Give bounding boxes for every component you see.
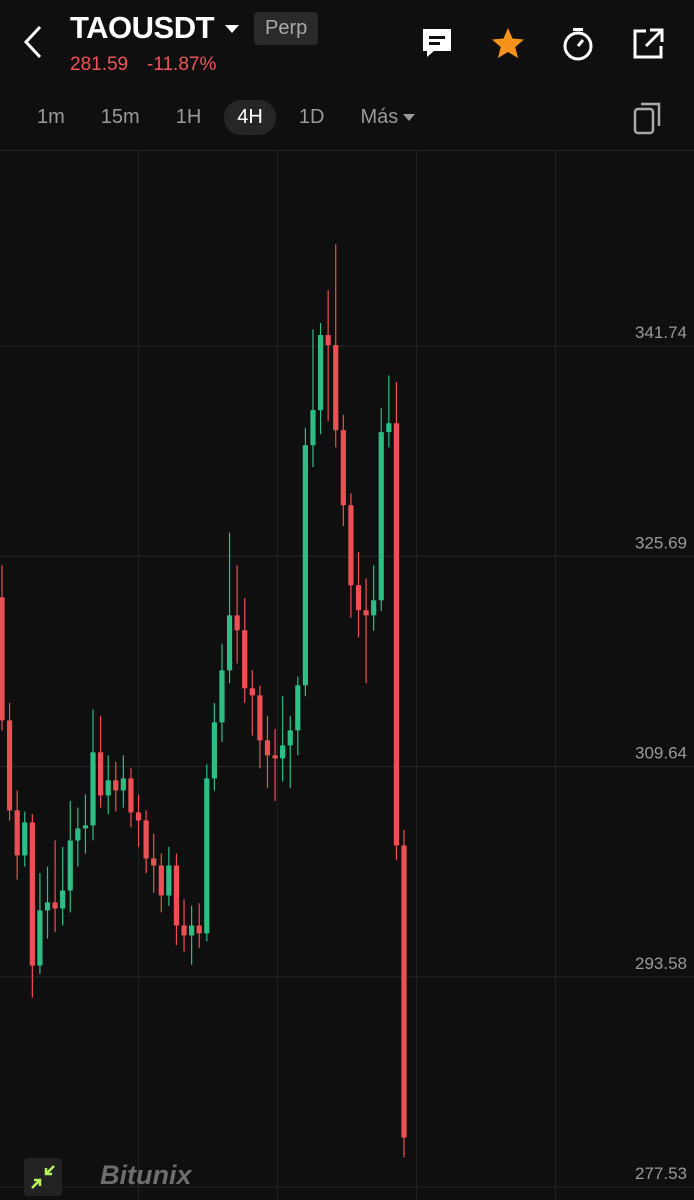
watermark: Bitunix — [100, 1160, 192, 1190]
candle-body — [242, 630, 248, 689]
symbol-dropdown[interactable] — [224, 24, 240, 34]
candle-body — [204, 778, 210, 934]
candle-body — [325, 335, 331, 346]
back-button[interactable] — [22, 24, 44, 60]
candlestick-chart: 277.53 293.58 309.64 325.69 341.74 — [0, 150, 694, 1200]
candle-body — [249, 688, 255, 696]
candle-body — [90, 752, 96, 826]
candle-body — [143, 820, 149, 859]
candle-body — [29, 822, 35, 966]
timeframe-label: 1m — [37, 106, 65, 128]
candle-body — [98, 752, 104, 796]
y-tick-label: 293.58 — [635, 954, 687, 973]
candle-body — [6, 720, 13, 811]
timeframe-tab[interactable]: 1D — [286, 100, 338, 135]
layout-icon[interactable] — [632, 100, 664, 136]
candle-body — [211, 722, 217, 779]
candle-body — [386, 423, 392, 433]
more-caret — [403, 114, 416, 122]
candle-body — [60, 890, 66, 909]
candle-body — [44, 902, 51, 911]
candle-body — [340, 430, 346, 506]
candle-body — [310, 410, 316, 446]
candle-body — [302, 445, 308, 686]
candle-body — [158, 865, 164, 896]
candle-body — [317, 335, 324, 411]
candle-body — [105, 780, 111, 796]
candle-body — [67, 840, 73, 891]
candle-body — [257, 695, 263, 741]
candle-body — [393, 423, 400, 846]
candle-body — [173, 865, 180, 926]
candle-body — [333, 345, 339, 431]
symbol[interactable]: TAOUSDT — [70, 10, 215, 45]
candle-body — [371, 600, 377, 616]
y-tick-label: 325.69 — [635, 533, 687, 552]
candle-body — [0, 597, 5, 721]
chat-icon[interactable] — [420, 26, 454, 60]
timeframe-tab[interactable]: 1H — [163, 100, 215, 135]
candle-body — [181, 925, 187, 936]
candle-body — [128, 778, 134, 813]
candle-body — [189, 925, 195, 936]
candle-body — [196, 925, 202, 934]
candle-body — [14, 810, 20, 856]
collapse-button[interactable] — [24, 1158, 62, 1196]
candle-body — [272, 755, 278, 759]
candle-body — [120, 778, 126, 791]
vertical-grid — [138, 150, 556, 1200]
market-badge: Perp — [254, 12, 319, 45]
timeframe-label: 1H — [175, 106, 202, 128]
candle-body — [166, 865, 172, 896]
y-tick-label: 309.64 — [635, 743, 687, 762]
last-price: 281.59 — [70, 54, 129, 75]
candle-body — [135, 812, 142, 821]
timer-icon[interactable] — [560, 26, 596, 62]
candle-body — [151, 858, 157, 866]
y-tick-label: 341.74 — [635, 323, 687, 342]
header: TAOUSDT Perp 281.59 -11.87% 1m 15m 1H 4H 1D M… — [0, 0, 694, 151]
candle-body — [234, 615, 240, 631]
candle-body — [287, 730, 293, 746]
timeframe-label: 1D — [298, 106, 325, 128]
candle-body — [226, 615, 233, 671]
timeframe-label: 4H — [237, 106, 263, 128]
candle-body — [219, 670, 225, 723]
candle-body — [378, 432, 384, 601]
price-change: -11.87% — [147, 54, 217, 75]
candle-body — [401, 845, 407, 1138]
timeframe-tab[interactable]: 15m — [88, 100, 153, 135]
candle-body — [363, 610, 369, 616]
share-icon[interactable] — [630, 26, 666, 62]
candle-body — [113, 780, 119, 791]
candle-body — [82, 825, 89, 829]
candle-body — [75, 828, 81, 841]
timeframe-tab[interactable]: 4H — [224, 100, 276, 135]
y-tick-label: 277.53 — [635, 1164, 687, 1183]
candle-body — [37, 910, 43, 966]
candle-body — [348, 505, 354, 586]
timeframe-tab[interactable]: 1m — [24, 100, 78, 135]
timeframe-tab[interactable]: Más — [347, 100, 429, 135]
candle-body — [295, 685, 301, 731]
timeframe-label: 15m — [100, 106, 140, 128]
candle-body — [355, 585, 362, 611]
candle-body — [22, 822, 28, 856]
timeframe-label: Más — [360, 106, 399, 128]
favorite-icon[interactable] — [490, 26, 526, 60]
candle-body — [264, 740, 271, 756]
candle-body — [52, 902, 58, 909]
timeframe-tabs: 1m 15m 1H 4H 1D Más — [24, 100, 439, 135]
candle-body — [280, 745, 286, 759]
